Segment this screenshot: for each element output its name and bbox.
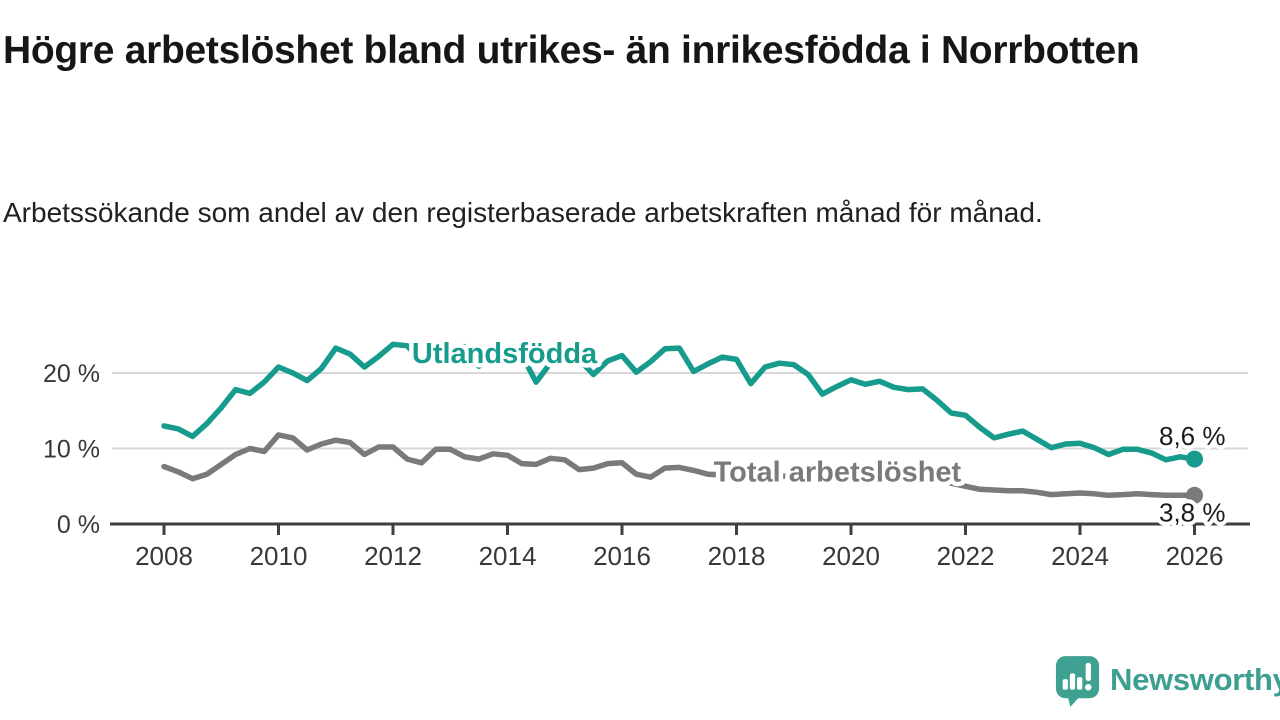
y-tick-label-20: 20 %	[43, 360, 100, 388]
newsworthy-logo-text: Newsworthy	[1110, 662, 1280, 697]
x-tick-label-2010: 2010	[250, 541, 308, 570]
series-end-value-total-arbetsloshet: 3,8 %	[1159, 497, 1226, 527]
bar-chart-glyph	[1062, 673, 1083, 690]
x-tick-label-2022: 2022	[937, 541, 995, 570]
x-tick-label-2012: 2012	[364, 541, 422, 570]
line-chart: 0 % 10 % 20 % Utlandsfödda Total arbetslöshe…	[43, 334, 1250, 570]
y-tick-label-10: 10 %	[43, 436, 100, 464]
series-label-total-arbetsloshet: Total arbetslöshet	[714, 456, 962, 488]
x-tick-label-2014: 2014	[479, 541, 537, 570]
x-tick-label-2024: 2024	[1051, 541, 1109, 570]
x-tick-label-2016: 2016	[593, 541, 651, 570]
x-tick-label-2008: 2008	[135, 541, 193, 570]
series-label-utlandsfodda: Utlandsfödda	[412, 338, 598, 370]
chart-subtitle: Arbetssökande som andel av den registerb…	[3, 197, 1043, 228]
series-end-value-utlandsfodda: 8,6 %	[1159, 421, 1226, 451]
newsworthy-logo-icon	[1055, 656, 1100, 707]
x-tick-label-2026: 2026	[1166, 541, 1224, 570]
newsworthy-branding: Newsworthy	[1055, 650, 1280, 710]
series-line-total-arbetsloshet	[161, 432, 1198, 499]
series-end-dot-total-arbetsloshet	[1186, 486, 1203, 504]
chart-title: Högre arbetslöshet bland utrikes- än inr…	[3, 29, 1140, 72]
x-tick-label-2020: 2020	[822, 541, 880, 570]
exclamation-glyph	[1084, 662, 1092, 691]
x-tick-label-2018: 2018	[708, 541, 766, 570]
series-end-dot-utlandsfodda	[1186, 450, 1203, 468]
y-tick-label-0: 0 %	[57, 511, 100, 539]
series-line-utlandsfodda	[161, 341, 1198, 463]
